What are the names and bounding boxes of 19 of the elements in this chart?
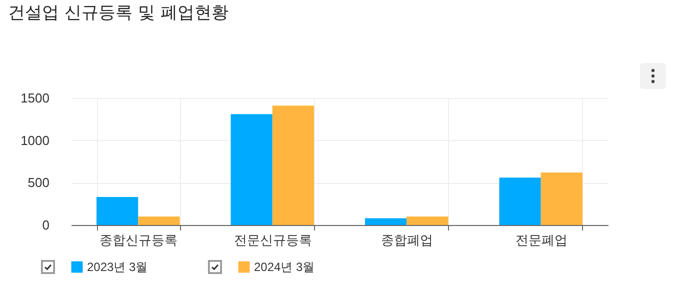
bar xyxy=(406,216,448,225)
y-tick-label: 1500 xyxy=(20,90,50,106)
x-tick-label: 종합신규등록 xyxy=(100,232,178,248)
bar xyxy=(96,197,138,225)
y-tick-label: 1000 xyxy=(20,132,50,148)
chart-title: 건설업 신규등록 및 폐업현황 xyxy=(8,3,228,23)
y-tick-label: 0 xyxy=(42,218,50,232)
legend-label: 2024년 3월 xyxy=(254,260,315,274)
y-tick-label: 500 xyxy=(28,175,50,190)
bar xyxy=(138,216,180,225)
x-tick-label: 종합폐업 xyxy=(381,232,434,248)
bar xyxy=(230,114,272,225)
x-tick-label: 전문신규등록 xyxy=(234,232,312,248)
x-tick-label: 전문폐업 xyxy=(515,232,568,248)
bar xyxy=(540,172,582,225)
bar xyxy=(499,178,541,225)
bar xyxy=(272,106,314,225)
legend-label: 2023년 3월 xyxy=(87,260,148,274)
bar xyxy=(365,218,407,225)
